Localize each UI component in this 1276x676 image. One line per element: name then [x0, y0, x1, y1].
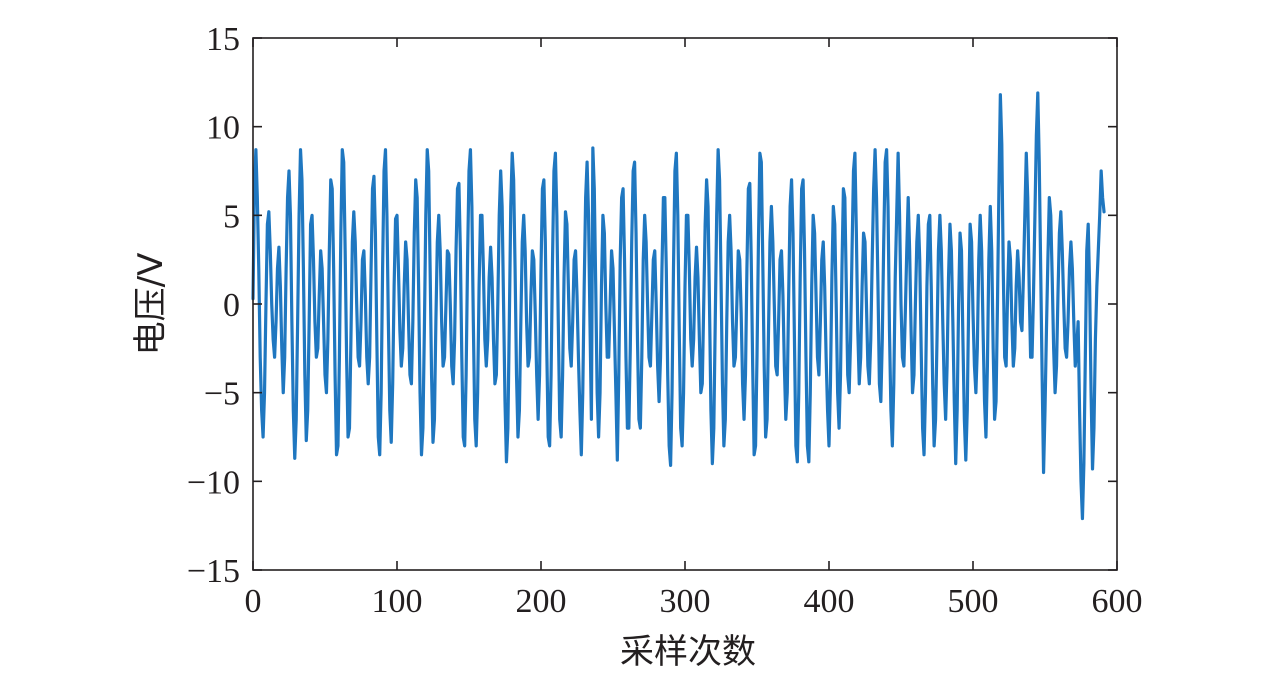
tick-layer [252, 37, 1118, 571]
y-axis-title: 电压/V [131, 253, 171, 356]
x-tick-label: 200 [516, 583, 567, 620]
series-line-0 [251, 91, 1106, 521]
x-tick-label: 300 [660, 583, 711, 620]
x-tick-label: 100 [372, 583, 423, 620]
y-tick-label: 10 [206, 110, 240, 147]
x-tick-label: 0 [245, 583, 262, 620]
x-tick-labels: 0 100 200 300 400 500 600 [245, 583, 1143, 620]
x-tick-label: 500 [948, 583, 999, 620]
y-tick-label: −15 [187, 553, 240, 590]
y-tick-label: 0 [223, 287, 240, 324]
y-tick-label: −10 [187, 464, 240, 501]
x-tick-label: 600 [1092, 583, 1143, 620]
series-layer [251, 91, 1106, 521]
y-tick-label: −5 [204, 376, 240, 413]
y-tick-labels: −15 −10 −5 0 5 10 15 [187, 21, 240, 590]
x-tick-label: 400 [804, 583, 855, 620]
y-tick-label: 5 [223, 198, 240, 235]
y-tick-label: 15 [206, 21, 240, 58]
x-axis-title: 采样次数 [620, 632, 756, 672]
